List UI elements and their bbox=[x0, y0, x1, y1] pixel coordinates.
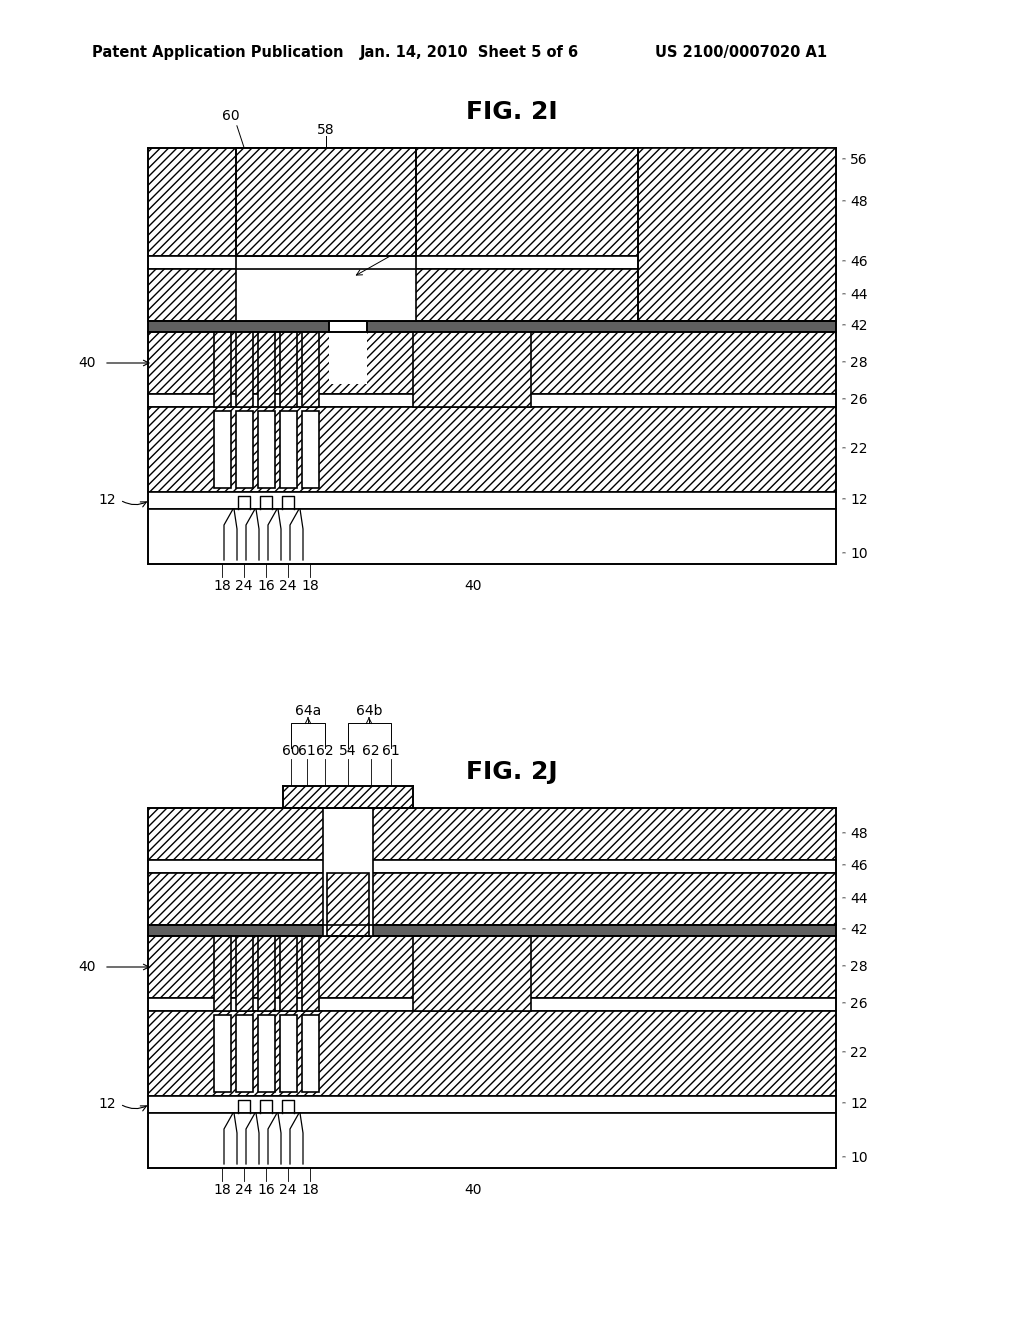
Text: 10: 10 bbox=[850, 546, 867, 561]
Text: 40: 40 bbox=[464, 579, 481, 593]
Bar bbox=[302, 936, 319, 1011]
Text: 61: 61 bbox=[298, 744, 315, 758]
Text: 10: 10 bbox=[850, 1151, 867, 1166]
Bar bbox=[148, 269, 836, 321]
Text: 44: 44 bbox=[850, 288, 867, 302]
Bar bbox=[258, 936, 275, 1011]
Bar bbox=[258, 411, 275, 488]
Bar bbox=[236, 148, 416, 256]
Bar bbox=[148, 808, 836, 861]
Bar bbox=[327, 873, 369, 936]
Text: 12: 12 bbox=[850, 1097, 867, 1111]
Text: 16: 16 bbox=[257, 1183, 274, 1197]
Text: 24: 24 bbox=[280, 1183, 297, 1197]
Text: 42: 42 bbox=[850, 923, 867, 937]
Bar bbox=[329, 321, 367, 333]
Text: 62: 62 bbox=[362, 744, 380, 758]
Bar bbox=[148, 148, 836, 256]
Bar bbox=[302, 1015, 319, 1092]
Bar bbox=[413, 333, 531, 407]
Text: 28: 28 bbox=[850, 960, 867, 974]
Text: 12: 12 bbox=[850, 492, 867, 507]
Bar bbox=[214, 411, 231, 488]
Text: US 2100/0007020 A1: US 2100/0007020 A1 bbox=[655, 45, 827, 59]
Text: 40: 40 bbox=[79, 356, 96, 370]
Text: 12: 12 bbox=[98, 492, 116, 507]
Bar bbox=[148, 510, 836, 564]
Text: 60: 60 bbox=[222, 110, 240, 123]
Bar bbox=[148, 407, 836, 492]
Bar bbox=[638, 148, 836, 321]
Text: 44: 44 bbox=[850, 892, 867, 906]
Bar bbox=[148, 873, 836, 925]
Bar bbox=[148, 492, 836, 510]
Text: 12: 12 bbox=[98, 1097, 116, 1111]
Text: 18: 18 bbox=[213, 579, 230, 593]
Bar bbox=[148, 333, 836, 393]
Text: 61: 61 bbox=[382, 744, 400, 758]
Text: 16: 16 bbox=[257, 579, 274, 593]
Text: 64b: 64b bbox=[355, 704, 382, 718]
Text: 48: 48 bbox=[850, 195, 867, 209]
Text: FIG. 2J: FIG. 2J bbox=[466, 760, 558, 784]
Bar bbox=[148, 861, 836, 873]
Bar bbox=[148, 1113, 836, 1168]
Bar bbox=[329, 321, 367, 384]
Text: FIG. 2I: FIG. 2I bbox=[466, 100, 558, 124]
Text: 22: 22 bbox=[850, 442, 867, 455]
Bar bbox=[413, 936, 531, 1011]
Bar bbox=[302, 411, 319, 488]
Text: 60: 60 bbox=[283, 744, 300, 758]
Bar bbox=[148, 1096, 836, 1113]
Text: 28: 28 bbox=[850, 356, 867, 370]
Text: 62: 62 bbox=[316, 744, 334, 758]
Text: 24: 24 bbox=[280, 579, 297, 593]
Text: 40: 40 bbox=[464, 1183, 481, 1197]
Bar bbox=[236, 411, 253, 488]
Text: 22: 22 bbox=[850, 1045, 867, 1060]
Text: 18: 18 bbox=[213, 1183, 230, 1197]
Bar bbox=[148, 925, 836, 936]
Bar bbox=[214, 1015, 231, 1092]
Text: 54: 54 bbox=[339, 744, 356, 758]
Bar bbox=[148, 998, 836, 1011]
Bar bbox=[148, 256, 836, 269]
Bar bbox=[258, 1015, 275, 1092]
Bar bbox=[280, 411, 297, 488]
Text: 64a: 64a bbox=[295, 704, 322, 718]
Text: Jan. 14, 2010  Sheet 5 of 6: Jan. 14, 2010 Sheet 5 of 6 bbox=[360, 45, 580, 59]
Bar bbox=[302, 333, 319, 407]
Text: 48: 48 bbox=[850, 828, 867, 841]
Bar bbox=[280, 1015, 297, 1092]
Text: 54: 54 bbox=[387, 242, 404, 256]
Bar bbox=[148, 393, 836, 407]
Text: 42: 42 bbox=[850, 319, 867, 333]
Bar bbox=[283, 785, 413, 808]
Text: Patent Application Publication: Patent Application Publication bbox=[92, 45, 343, 59]
Text: 40: 40 bbox=[79, 960, 96, 974]
Bar bbox=[236, 1015, 253, 1092]
Text: 18: 18 bbox=[301, 579, 318, 593]
Bar bbox=[236, 936, 253, 1011]
Text: 26: 26 bbox=[850, 997, 867, 1011]
Bar bbox=[280, 333, 297, 407]
Text: 46: 46 bbox=[850, 255, 867, 269]
Text: 56: 56 bbox=[850, 153, 867, 168]
Bar bbox=[148, 1011, 836, 1096]
Bar bbox=[214, 936, 231, 1011]
Bar bbox=[236, 148, 416, 321]
Text: 58: 58 bbox=[317, 123, 335, 137]
Bar bbox=[148, 321, 836, 333]
Bar bbox=[236, 333, 253, 407]
Bar bbox=[148, 936, 836, 998]
Text: 18: 18 bbox=[301, 1183, 318, 1197]
Text: 24: 24 bbox=[236, 579, 253, 593]
Bar bbox=[258, 333, 275, 407]
Text: 46: 46 bbox=[850, 859, 867, 873]
Text: 26: 26 bbox=[850, 393, 867, 407]
Bar bbox=[323, 808, 373, 936]
Bar bbox=[280, 936, 297, 1011]
Text: 24: 24 bbox=[236, 1183, 253, 1197]
Bar bbox=[214, 333, 231, 407]
